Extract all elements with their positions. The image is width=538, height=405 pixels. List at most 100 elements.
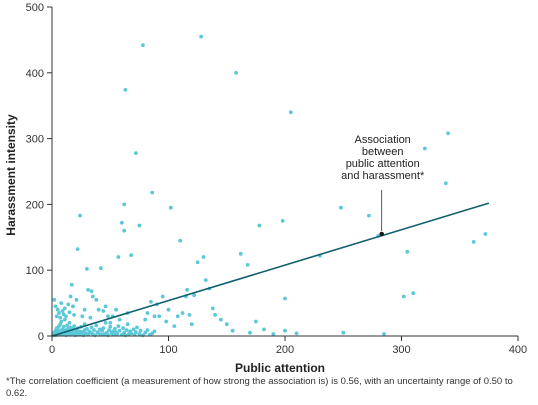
data-point <box>62 317 67 322</box>
data-points <box>51 34 488 338</box>
data-point <box>230 328 235 333</box>
data-point <box>135 325 139 330</box>
data-point <box>93 333 97 338</box>
data-point <box>339 205 343 210</box>
highlight-point <box>379 231 384 237</box>
y-tick-label: 200 <box>26 199 44 211</box>
data-point <box>115 332 120 336</box>
data-point <box>280 219 285 223</box>
data-point <box>219 317 223 322</box>
data-point <box>82 307 87 312</box>
data-point <box>103 320 108 325</box>
data-point <box>86 288 90 292</box>
data-point <box>117 317 122 322</box>
data-point <box>116 324 121 328</box>
annotation-line: between <box>362 146 404 158</box>
data-point <box>60 309 65 313</box>
data-point <box>54 314 59 319</box>
data-point <box>94 323 99 328</box>
data-point <box>283 328 287 333</box>
data-point <box>58 315 63 320</box>
annotation-label: Association between public attention and ha… <box>341 134 425 182</box>
data-point <box>234 70 239 75</box>
data-point <box>224 322 229 327</box>
data-point <box>443 181 448 186</box>
data-point <box>67 320 72 325</box>
data-point <box>129 331 134 336</box>
data-point <box>106 314 110 319</box>
data-point <box>80 314 85 319</box>
data-point <box>67 310 72 315</box>
data-point <box>195 260 200 265</box>
data-point <box>175 314 180 319</box>
data-point <box>66 302 71 307</box>
data-point <box>134 330 138 334</box>
data-point <box>103 304 108 309</box>
data-point <box>164 319 169 324</box>
data-point <box>411 291 416 296</box>
data-point <box>122 228 127 233</box>
data-point <box>185 288 190 292</box>
data-point <box>143 330 148 335</box>
data-point <box>187 313 192 317</box>
data-point <box>61 324 66 329</box>
x-axis-ticks: 0 100 200 300 400 <box>49 336 527 356</box>
data-point <box>85 326 89 331</box>
data-point <box>168 205 173 210</box>
data-point <box>94 297 99 302</box>
regression-line <box>51 202 490 337</box>
data-point <box>75 247 80 252</box>
data-point <box>145 328 150 332</box>
data-point <box>129 253 134 257</box>
data-point <box>106 333 110 338</box>
y-tick-label: 100 <box>26 265 44 277</box>
data-point <box>88 315 93 320</box>
data-point <box>110 329 115 334</box>
data-point <box>262 327 266 332</box>
data-point <box>120 220 124 225</box>
data-point <box>59 301 64 305</box>
data-point <box>96 307 101 312</box>
y-tick-label: 400 <box>26 68 44 80</box>
data-point <box>59 319 64 324</box>
data-point <box>117 328 122 333</box>
x-tick-label: 0 <box>49 344 55 356</box>
annotation-line: and harassment* <box>341 170 425 182</box>
data-point <box>210 306 215 311</box>
x-tick-label: 400 <box>509 344 527 356</box>
data-point <box>192 293 197 298</box>
data-point <box>257 223 262 228</box>
data-point <box>134 151 138 156</box>
data-point <box>367 213 371 218</box>
data-point <box>101 326 106 330</box>
y-tick-label: 300 <box>26 134 44 146</box>
data-point <box>113 326 117 331</box>
y-axis-title: Harassment intensity <box>4 114 18 236</box>
x-tick-label: 300 <box>392 344 410 356</box>
data-point <box>114 307 118 312</box>
data-point <box>57 328 61 332</box>
x-axis-title: Public attention <box>235 361 325 375</box>
data-point <box>52 297 57 302</box>
y-tick-label: 0 <box>38 331 44 343</box>
data-point <box>138 328 143 333</box>
data-point <box>121 326 125 330</box>
data-point <box>123 333 128 338</box>
data-point <box>101 309 106 313</box>
data-point <box>248 330 252 335</box>
data-point <box>74 297 79 302</box>
data-point <box>125 322 130 327</box>
data-point <box>199 34 204 39</box>
data-point <box>122 202 127 207</box>
data-point <box>65 323 69 328</box>
data-point <box>483 232 488 236</box>
data-point <box>137 223 142 228</box>
data-point <box>172 324 177 328</box>
data-point <box>72 313 76 317</box>
footnote: *The correlation coefficient (a measurem… <box>6 376 513 399</box>
data-point <box>166 307 171 312</box>
data-point <box>405 249 410 254</box>
data-point <box>283 296 287 301</box>
data-point <box>180 311 185 315</box>
data-point <box>124 328 129 332</box>
